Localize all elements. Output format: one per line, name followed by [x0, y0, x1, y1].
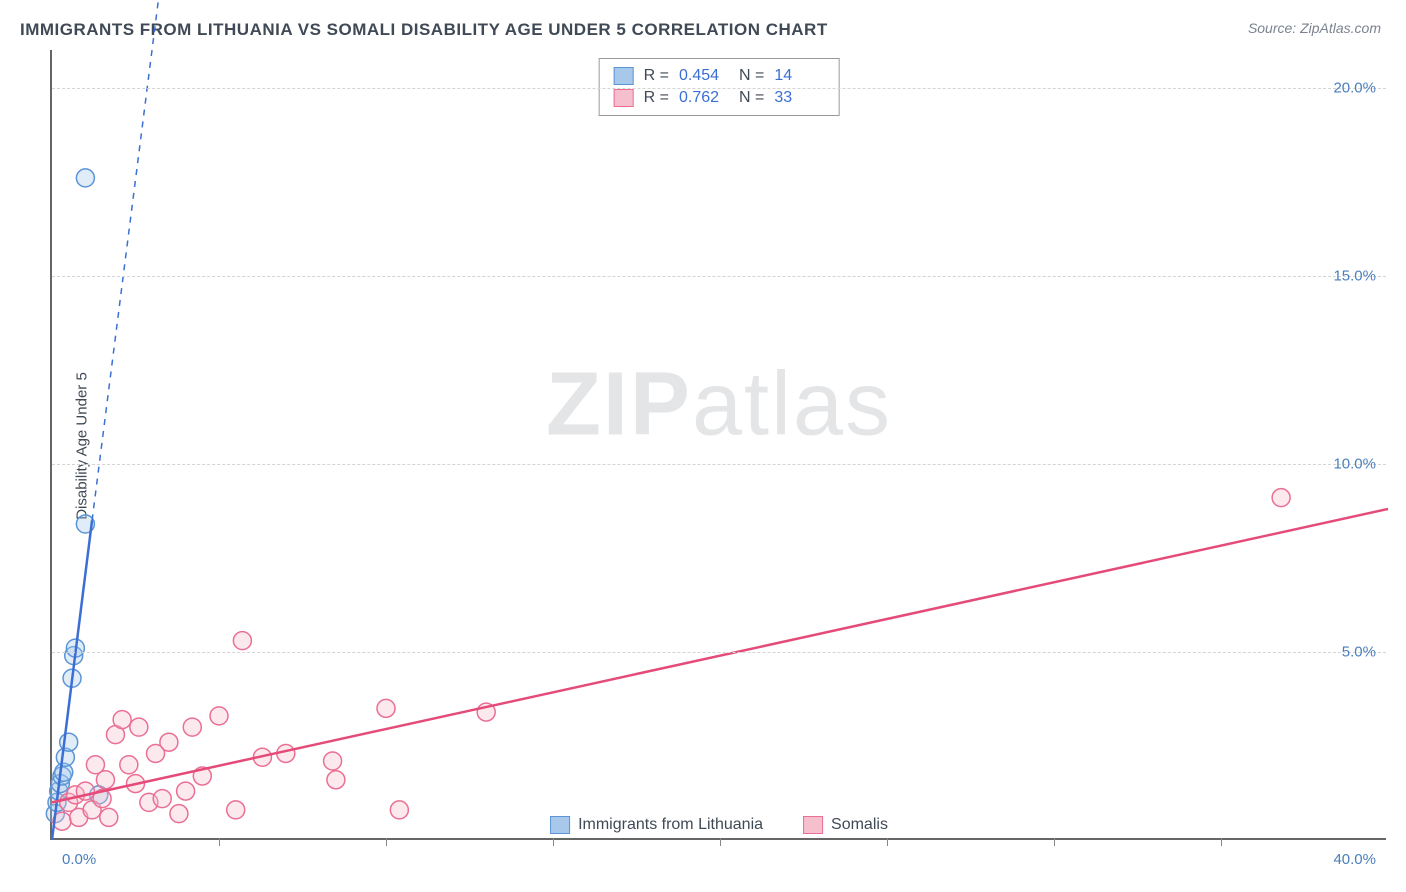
swatch-somali-icon	[803, 816, 823, 834]
stats-row-somali: R = 0.762 N = 33	[614, 87, 825, 109]
stat-r-value-lithuania: 0.454	[679, 67, 729, 85]
chart-title: IMMIGRANTS FROM LITHUANIA VS SOMALI DISA…	[20, 20, 828, 40]
stat-n-value-lithuania: 14	[774, 67, 824, 85]
bottom-legend: Immigrants from Lithuania Somalis	[550, 816, 888, 834]
x-tick	[219, 838, 220, 846]
swatch-lithuania-icon	[550, 816, 570, 834]
x-tick	[386, 838, 387, 846]
gridline	[52, 464, 1386, 465]
legend-item-somali: Somalis	[803, 816, 888, 834]
stat-n-value-somali: 33	[774, 89, 824, 107]
legend-label-lithuania: Immigrants from Lithuania	[578, 816, 763, 834]
y-tick-label: 10.0%	[1333, 455, 1376, 472]
source-label: Source: ZipAtlas.com	[1248, 20, 1381, 36]
stat-r-label: R =	[644, 67, 669, 85]
x-tick	[887, 838, 888, 846]
y-tick-label: 20.0%	[1333, 79, 1376, 96]
stats-row-lithuania: R = 0.454 N = 14	[614, 65, 825, 87]
stat-n-label: N =	[739, 89, 764, 107]
legend-label-somali: Somalis	[831, 816, 888, 834]
chart-svg	[52, 50, 1386, 838]
y-tick-label: 15.0%	[1333, 267, 1376, 284]
gridline	[52, 88, 1386, 89]
x-tick	[553, 838, 554, 846]
y-tick-label: 5.0%	[1342, 643, 1376, 660]
swatch-lithuania	[614, 67, 634, 85]
x-tick	[720, 838, 721, 846]
x-tick	[1054, 838, 1055, 846]
gridline	[52, 276, 1386, 277]
x-tick	[1221, 838, 1222, 846]
x-tick-max: 40.0%	[1333, 851, 1376, 868]
plot-area: ZIPatlas R = 0.454 N = 14 R = 0.762 N = …	[50, 50, 1386, 840]
gridline	[52, 652, 1386, 653]
stat-n-label: N =	[739, 67, 764, 85]
legend-item-lithuania: Immigrants from Lithuania	[550, 816, 763, 834]
x-tick-min: 0.0%	[62, 851, 96, 868]
stat-r-label: R =	[644, 89, 669, 107]
swatch-somali	[614, 89, 634, 107]
stat-r-value-somali: 0.762	[679, 89, 729, 107]
